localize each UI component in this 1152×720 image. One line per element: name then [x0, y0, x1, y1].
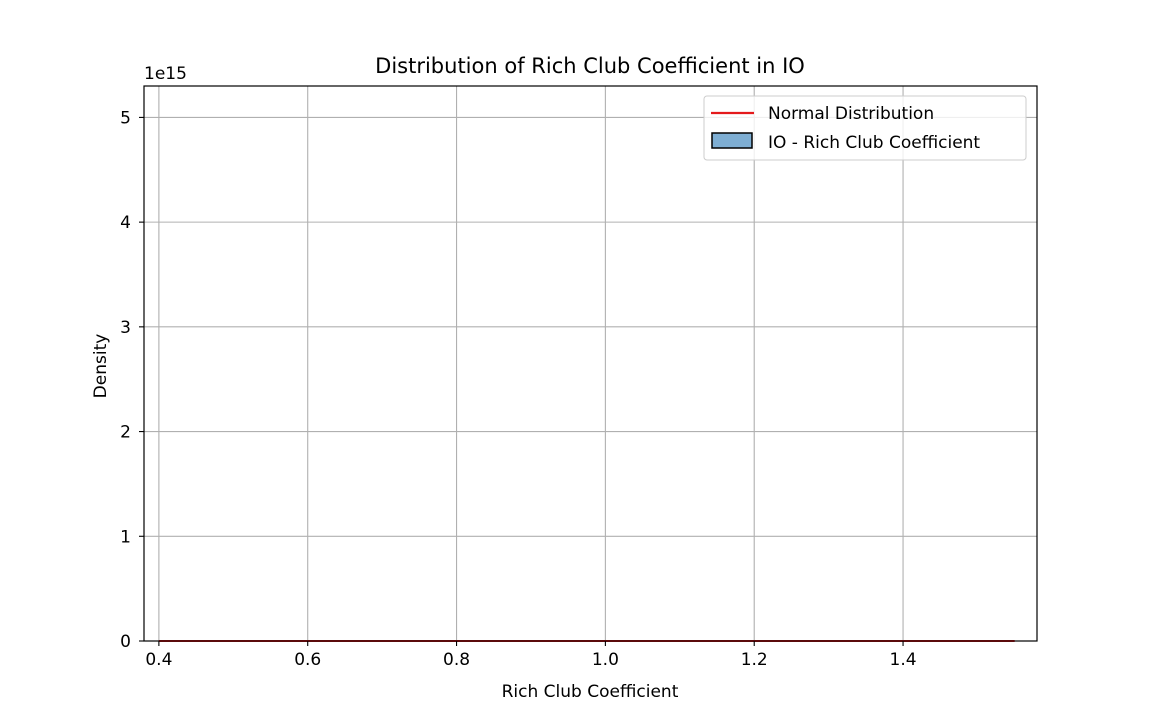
x-tick-label: 0.8 [443, 650, 470, 670]
y-tick-label: 1 [120, 527, 131, 547]
x-tick-label: 1.2 [741, 650, 768, 670]
y-offset-label: 1e15 [144, 64, 187, 84]
legend-box [703, 95, 1027, 161]
y-tick-label: 2 [120, 423, 131, 443]
y-tick-label: 0 [120, 632, 131, 652]
grid-layer [144, 86, 1037, 642]
chart-title: Distribution of Rich Club Coefficient in… [375, 54, 805, 78]
x-tick-label: 1.0 [592, 650, 619, 670]
y-tick-label: 3 [120, 318, 131, 338]
legend-label-io-rich-club-coefficient: IO - Rich Club Coefficient [768, 133, 980, 153]
plot-frame [143, 85, 1038, 642]
legend-label-normal-distribution: Normal Distribution [768, 104, 934, 124]
x-axis-title: Rich Club Coefficient [502, 682, 679, 702]
x-tick-label: 0.4 [145, 650, 172, 670]
x-tick-label: 0.6 [294, 650, 321, 670]
legend-swatch-io-rich-club-coefficient [711, 132, 753, 149]
x-tick-label: 1.4 [890, 650, 917, 670]
y-tick-label: 4 [120, 213, 131, 233]
legend: Normal Distribution IO - Rich Club Coeff… [703, 95, 1027, 161]
y-tick-label: 5 [120, 108, 131, 128]
y-axis-title: Density [91, 334, 111, 399]
tick-layer: 0.4 0.6 0.8 1.0 1.2 1.4 0 1 2 3 4 5 [120, 108, 916, 670]
